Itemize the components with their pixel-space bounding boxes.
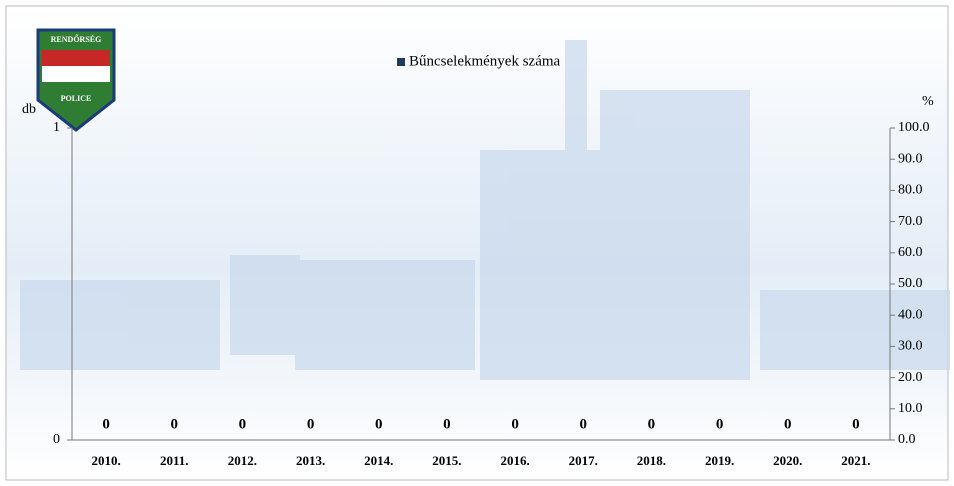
x-tick-label: 2017. [569, 453, 598, 468]
background [5, 5, 949, 481]
y2-tick-label: 80.0 [898, 183, 923, 198]
logo-top: RENDŐRSÉG [51, 34, 102, 44]
x-tick-label: 2014. [364, 453, 393, 468]
y2-axis-label: % [922, 94, 934, 109]
x-tick-label: 2021. [841, 453, 870, 468]
y2-tick-label: 20.0 [898, 370, 923, 385]
logo-bottom: POLICE [61, 94, 92, 103]
y2-tick-label: 30.0 [898, 339, 923, 354]
data-label: 0 [511, 416, 519, 432]
y2-tick-label: 70.0 [898, 214, 923, 229]
y2-tick-label: 10.0 [898, 401, 923, 416]
y2-tick-label: 0.0 [898, 432, 916, 447]
x-tick-label: 2011. [160, 453, 189, 468]
data-label: 0 [102, 416, 110, 432]
logo: RENDŐRSÉG POLICE [36, 28, 116, 132]
y2-tick-label: 60.0 [898, 245, 923, 260]
data-label: 0 [716, 416, 724, 432]
data-label: 0 [239, 416, 247, 432]
x-tick-label: 2012. [228, 453, 257, 468]
y2-tick-label: 40.0 [898, 307, 923, 322]
y-tick-label: 0 [53, 432, 60, 447]
y-tick-label: 1 [53, 120, 60, 135]
data-label: 0 [580, 416, 588, 432]
x-tick-label: 2015. [432, 453, 461, 468]
data-label: 0 [648, 416, 656, 432]
y2-tick-label: 50.0 [898, 276, 923, 291]
y2-tick-label: 100.0 [898, 120, 930, 135]
y-axis-label: db [22, 102, 36, 117]
x-tick-label: 2010. [91, 453, 120, 468]
legend-swatch [397, 58, 405, 66]
x-tick-label: 2013. [296, 453, 325, 468]
x-tick-label: 2016. [500, 453, 529, 468]
x-tick-label: 2020. [773, 453, 802, 468]
data-label: 0 [443, 416, 451, 432]
data-label: 0 [171, 416, 179, 432]
x-tick-label: 2018. [637, 453, 666, 468]
buildings [20, 40, 950, 380]
data-label: 0 [784, 416, 792, 432]
data-label: 0 [307, 416, 315, 432]
data-label: 0 [852, 416, 860, 432]
legend-label: Bűncselekmények száma [409, 53, 561, 69]
x-tick-label: 2019. [705, 453, 734, 468]
y2-tick-label: 90.0 [898, 151, 923, 166]
data-label: 0 [375, 416, 383, 432]
